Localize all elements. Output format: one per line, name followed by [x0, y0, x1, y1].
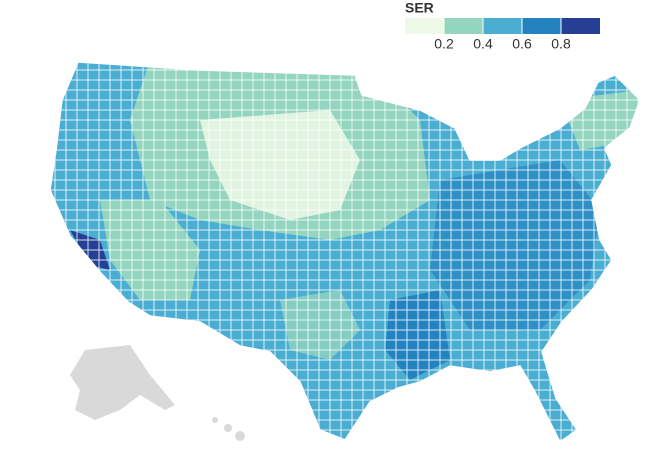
legend: 0.2 0.4 0.6 0.8 [405, 18, 600, 52]
legend-swatch [561, 18, 600, 34]
legend-tick-label: 0.8 [551, 36, 571, 52]
legend-tick-label: 0.4 [473, 36, 493, 52]
legend-title: SER [405, 0, 434, 16]
legend-swatch [405, 18, 444, 34]
alaska-hawaii [70, 345, 245, 441]
us-outline [49, 61, 641, 444]
legend-swatch [444, 18, 483, 34]
legend-tick-label: 0.6 [512, 36, 532, 52]
legend-swatch [483, 18, 522, 34]
legend-swatch [522, 18, 561, 34]
legend-tick-label: 0.2 [434, 36, 454, 52]
